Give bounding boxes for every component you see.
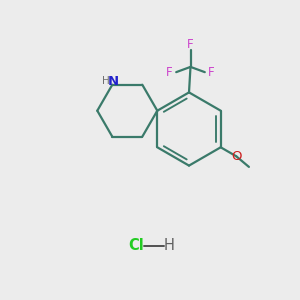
- Text: F: F: [208, 66, 215, 79]
- Text: H: H: [164, 238, 175, 253]
- Text: F: F: [166, 66, 173, 79]
- Text: F: F: [187, 38, 194, 52]
- Text: H: H: [102, 76, 110, 86]
- Text: N: N: [107, 75, 118, 88]
- Text: Cl: Cl: [129, 238, 144, 253]
- Text: O: O: [232, 150, 242, 163]
